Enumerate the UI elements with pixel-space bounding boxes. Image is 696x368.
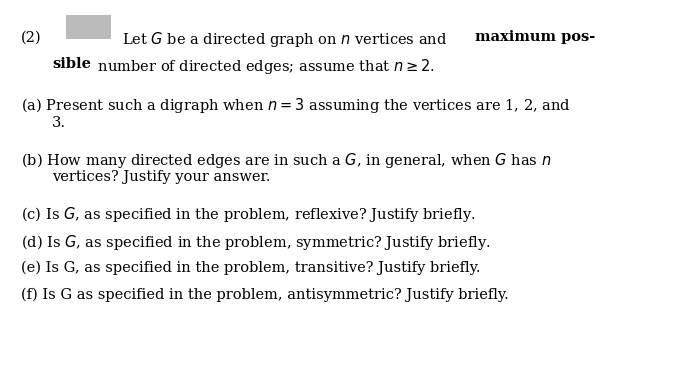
Text: maximum pos-: maximum pos-: [475, 30, 596, 44]
Text: (d) Is $G$, as specified in the problem, symmetric? Justify briefly.: (d) Is $G$, as specified in the problem,…: [21, 233, 491, 252]
Text: (b) How many directed edges are in such a $G$, in general, when $G$ has $n$: (b) How many directed edges are in such …: [21, 151, 551, 170]
Text: 3.: 3.: [52, 116, 66, 130]
Text: sible: sible: [52, 57, 91, 71]
Text: number of directed edges; assume that $n \geq 2$.: number of directed edges; assume that $n…: [93, 57, 434, 76]
Bar: [66, 15, 111, 39]
Text: (f) Is G as specified in the problem, antisymmetric? Justify briefly.: (f) Is G as specified in the problem, an…: [21, 288, 509, 302]
Text: vertices? Justify your answer.: vertices? Justify your answer.: [52, 170, 271, 184]
Text: Let $G$ be a directed graph on $n$ vertices and: Let $G$ be a directed graph on $n$ verti…: [122, 30, 448, 49]
Text: (c) Is $G$, as specified in the problem, reflexive? Justify briefly.: (c) Is $G$, as specified in the problem,…: [21, 205, 476, 224]
Text: (2): (2): [21, 30, 42, 44]
Text: (e) Is G, as specified in the problem, transitive? Justify briefly.: (e) Is G, as specified in the problem, t…: [21, 260, 480, 275]
Text: (a) Present such a digraph when $n = 3$ assuming the vertices are 1, 2, and: (a) Present such a digraph when $n = 3$ …: [21, 96, 571, 116]
